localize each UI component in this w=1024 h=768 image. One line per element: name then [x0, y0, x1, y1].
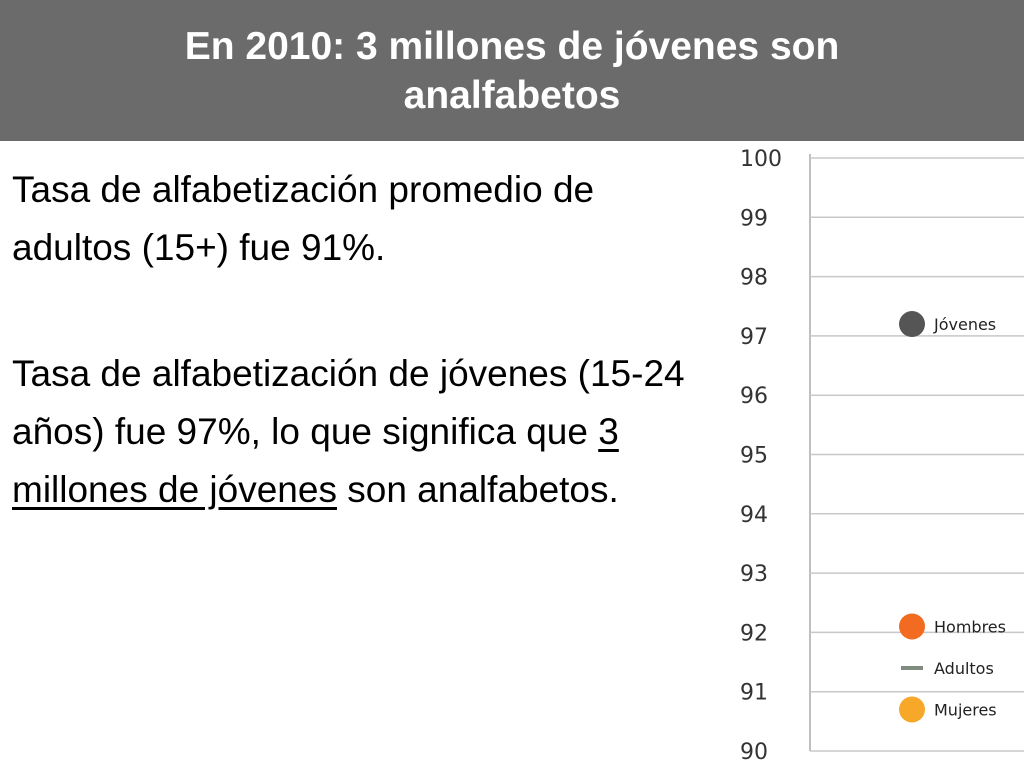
y-tick-label: 94: [740, 503, 768, 528]
title-bar: En 2010: 3 millones de jóvenes son analf…: [0, 0, 1024, 141]
y-tick-label: 98: [740, 266, 768, 291]
data-line-marker: [901, 665, 923, 670]
y-tick-label: 93: [740, 562, 768, 587]
data-point: [899, 696, 925, 723]
youth-text-start: Tasa de alfabetización de jóvenes (15-24…: [12, 353, 685, 452]
y-tick-label: 100: [740, 147, 782, 172]
y-tick-label: 97: [740, 325, 768, 350]
youth-literacy-text: Tasa de alfabetización de jóvenes (15-24…: [12, 345, 712, 519]
series-label: Jóvenes: [933, 315, 996, 334]
y-tick-label: 95: [740, 444, 768, 469]
y-tick-label: 90: [740, 740, 768, 765]
series-label: Mujeres: [934, 700, 997, 719]
series-label: Adultos: [934, 659, 994, 678]
literacy-chart-svg: 100 99 98 97 96 95 94 93 92 91 90 Jóvenes Hombres Adu…: [740, 147, 1024, 765]
series-label: Hombres: [934, 617, 1006, 636]
slide-title: En 2010: 3 millones de jóvenes son analf…: [184, 24, 840, 117]
y-tick-label: 91: [740, 681, 768, 706]
data-point: [899, 311, 925, 338]
data-point: [899, 613, 925, 640]
adult-literacy-text: Tasa de alfabetización promedio de adult…: [12, 169, 595, 268]
literacy-chart: 100 99 98 97 96 95 94 93 92 91 90 Jóvenes Hombres Adu…: [738, 141, 1024, 768]
youth-text-end: son analfabetos.: [336, 469, 619, 510]
y-tick-label: 99: [740, 206, 768, 231]
youth-count-underlined: 3 millones de jóvenes: [12, 411, 619, 510]
y-tick-label: 96: [740, 384, 768, 409]
y-tick-label: 92: [740, 621, 768, 646]
